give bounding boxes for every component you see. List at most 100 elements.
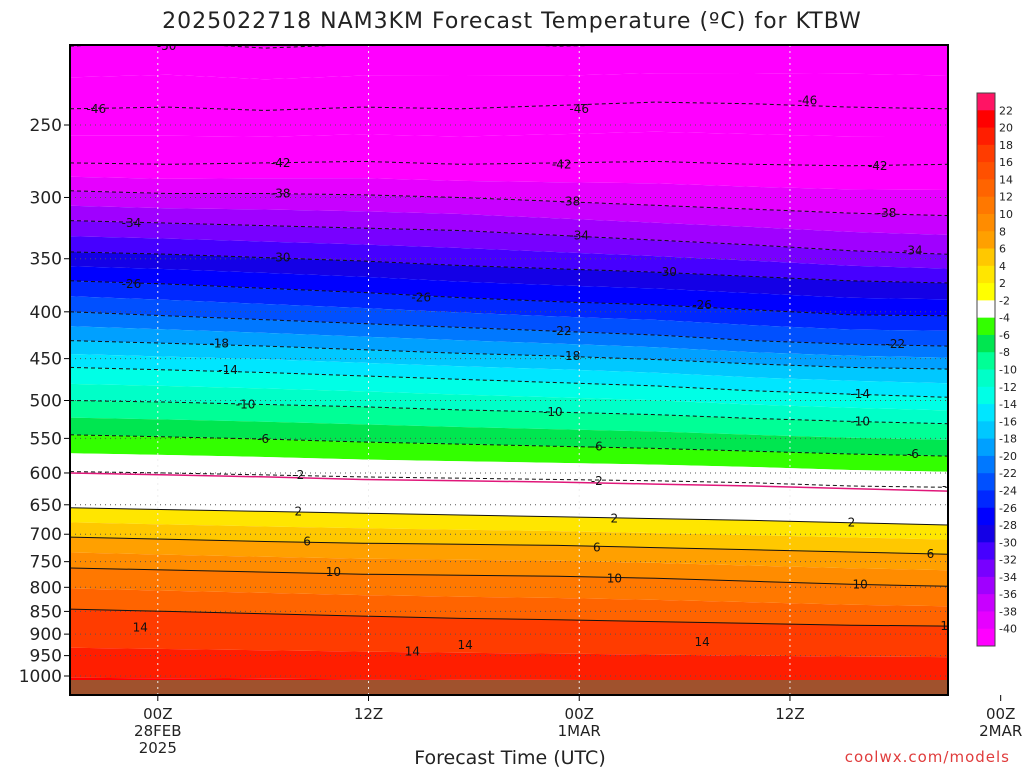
band--37 bbox=[70, 190, 948, 235]
y-tick-label: 750 bbox=[30, 553, 62, 573]
contour-label: -26 bbox=[411, 291, 431, 305]
isotherm-14 bbox=[70, 608, 948, 627]
colorbar-tick-label: 12 bbox=[999, 191, 1013, 204]
colorbar-swatch bbox=[977, 317, 995, 336]
contour-label: 10 bbox=[607, 571, 622, 585]
contour-label: 10 bbox=[853, 577, 868, 591]
y-tick-label: 600 bbox=[30, 464, 62, 484]
colorbar-swatch bbox=[977, 179, 995, 198]
y-tick-label: 400 bbox=[30, 303, 62, 323]
y-tick-label: 350 bbox=[30, 250, 62, 270]
contour-label: -22 bbox=[552, 324, 572, 338]
contour-label: -6 bbox=[257, 432, 269, 446]
colorbar-swatch bbox=[977, 559, 995, 578]
colorbar-tick-label: -16 bbox=[999, 415, 1017, 428]
colorbar-tick-label: 16 bbox=[999, 156, 1013, 169]
x-tick-label: 1MAR bbox=[558, 722, 601, 740]
colorbar-tick-label: 2 bbox=[999, 277, 1006, 290]
contour-label: -42 bbox=[868, 159, 888, 173]
band--13 bbox=[70, 367, 948, 411]
band--33 bbox=[70, 220, 948, 269]
colorbar-tick-label: -4 bbox=[999, 312, 1010, 325]
colorbar-swatch bbox=[977, 283, 995, 301]
colorbar-swatch bbox=[977, 628, 995, 647]
contour-label: -38 bbox=[561, 194, 581, 208]
contour-label: -10 bbox=[543, 405, 563, 419]
contour-label: -14 bbox=[218, 363, 238, 377]
colorbar-swatch bbox=[977, 93, 995, 111]
band-1 bbox=[70, 489, 948, 525]
contour-labels: -50 -46 -46 -46 -42 -42 -42 -38 -38 -38 -34 -34 -34 -… bbox=[87, 45, 955, 658]
band--15 bbox=[70, 354, 948, 398]
band--47 bbox=[70, 73, 948, 111]
contour-label: 2 bbox=[848, 516, 856, 530]
isotherm-2 bbox=[70, 507, 948, 526]
colorbar-swatch bbox=[977, 473, 995, 491]
contour-label: -2 bbox=[942, 479, 954, 493]
contour-label: 6 bbox=[927, 547, 935, 561]
band--5 bbox=[70, 434, 948, 472]
colorbar-tick-label: 8 bbox=[999, 225, 1006, 238]
colorbar-frame bbox=[976, 92, 996, 647]
colorbar-tick-label: -22 bbox=[999, 467, 1017, 480]
band--39 bbox=[70, 176, 948, 216]
contour-label: 6 bbox=[593, 541, 601, 555]
colorbar-tick-label: -36 bbox=[999, 588, 1017, 601]
x-axis-label: Forecast Time (UTC) bbox=[414, 747, 605, 768]
colorbar-swatch bbox=[977, 213, 995, 232]
contour-label: -38 bbox=[271, 186, 291, 200]
colorbar-swatch bbox=[977, 421, 995, 440]
x-tick-label: 28FEB bbox=[134, 722, 181, 740]
colorbar-swatch bbox=[977, 490, 995, 509]
contour-label: -10 bbox=[850, 414, 870, 428]
contour-label: -2 bbox=[292, 468, 304, 482]
contour-label: -34 bbox=[903, 244, 923, 258]
colorbar-tick-label: 6 bbox=[999, 243, 1006, 256]
band--49 bbox=[70, 45, 948, 80]
band--31 bbox=[70, 236, 948, 283]
contour-label: -6 bbox=[907, 447, 919, 461]
colorbar-swatch bbox=[977, 438, 995, 457]
colorbar-tick-label: -12 bbox=[999, 381, 1017, 394]
x-tick-label: 00Z bbox=[565, 705, 594, 723]
contour-label: -46 bbox=[798, 93, 818, 107]
plot-frame bbox=[69, 44, 949, 696]
band--35 bbox=[70, 205, 948, 255]
band--25 bbox=[70, 280, 948, 331]
band-7 bbox=[70, 537, 948, 571]
band--23 bbox=[70, 296, 948, 347]
colorbar-tick-label: -2 bbox=[999, 294, 1010, 307]
colorbar-swatch bbox=[977, 162, 995, 180]
y-tick-label: 1000 bbox=[19, 667, 62, 687]
band-5 bbox=[70, 522, 948, 555]
contour-label: -46 bbox=[569, 102, 589, 116]
colorbar-swatch bbox=[977, 386, 995, 405]
colorbar-swatch bbox=[977, 127, 995, 146]
contour-label: 6 bbox=[303, 535, 311, 549]
band-9 bbox=[70, 552, 948, 587]
y-tick-label: 700 bbox=[30, 525, 62, 545]
colorbar-tick-label: 14 bbox=[999, 173, 1013, 186]
isotherm--46 bbox=[70, 101, 948, 111]
contour-label: -26 bbox=[692, 298, 712, 312]
colorbar-swatch bbox=[977, 369, 995, 388]
band--27 bbox=[70, 266, 948, 316]
contour-label: 14 bbox=[695, 635, 710, 649]
band--1 bbox=[70, 471, 948, 507]
contour-label: -2 bbox=[591, 474, 603, 488]
colorbar-swatch bbox=[977, 525, 995, 543]
isotherm--6 bbox=[70, 434, 948, 457]
colorbar-tick-label: 18 bbox=[999, 139, 1013, 152]
band--41 bbox=[70, 161, 948, 190]
y-axis-ticks: 250 300 350 400 450 500 550 600 650 700 750 800 850 9… bbox=[19, 116, 70, 687]
contour-label: -46 bbox=[87, 102, 107, 116]
band--17 bbox=[70, 340, 948, 384]
band--11 bbox=[70, 383, 948, 424]
contour-label: 14 bbox=[940, 619, 955, 633]
contour-label: 2 bbox=[294, 504, 302, 518]
colorbar-swatch bbox=[977, 404, 995, 422]
colorbar-swatch bbox=[977, 542, 995, 561]
y-tick-label: 900 bbox=[30, 625, 62, 645]
credit-link[interactable]: coolwx.com/models bbox=[845, 748, 1010, 766]
